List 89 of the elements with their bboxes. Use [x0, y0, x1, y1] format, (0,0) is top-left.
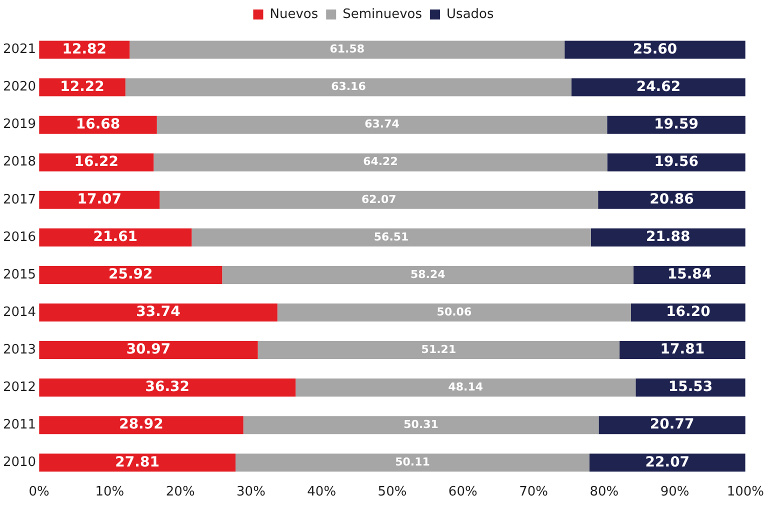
data-label: 64.22 — [363, 155, 398, 168]
data-label: 15.53 — [668, 379, 713, 396]
bar — [192, 228, 591, 246]
data-label: 21.61 — [93, 229, 138, 246]
data-label: 63.16 — [331, 80, 366, 94]
y-tick-label: 2012 — [2, 380, 36, 395]
x-tick-label: 90% — [660, 484, 690, 500]
data-label: 28.92 — [119, 416, 164, 433]
x-tick-label: 10% — [95, 484, 124, 500]
bar — [598, 416, 746, 434]
data-label: 50.31 — [404, 418, 438, 431]
x-tick-label: 30% — [236, 484, 266, 500]
bar — [564, 40, 746, 59]
bar — [154, 153, 608, 172]
x-tick-label: 80% — [590, 484, 619, 500]
y-tick-label: 2011 — [2, 417, 36, 432]
bar — [39, 303, 278, 322]
bar — [39, 228, 192, 246]
data-label: 21.88 — [646, 229, 690, 246]
y-tick-label: 2017 — [2, 192, 36, 208]
bar — [222, 266, 634, 284]
x-tick-label: 40% — [307, 484, 336, 500]
bar — [39, 266, 222, 284]
data-label: 19.59 — [654, 116, 698, 132]
x-tick-label: 50% — [378, 484, 407, 500]
data-label: 27.81 — [115, 454, 160, 470]
data-label: 16.22 — [74, 154, 119, 170]
x-tick-label: 0% — [28, 484, 50, 500]
data-label: 19.56 — [654, 154, 698, 170]
data-label: 25.60 — [632, 41, 678, 58]
y-tick-label: 2014 — [2, 304, 36, 320]
bar — [236, 454, 590, 472]
bar — [39, 341, 258, 360]
y-tick-label: 2019 — [2, 117, 36, 132]
data-label: 24.62 — [636, 78, 681, 95]
data-label: 30.97 — [126, 342, 171, 358]
data-label: 51.21 — [421, 342, 456, 356]
data-label: 36.32 — [145, 379, 190, 396]
data-label: 61.58 — [330, 42, 365, 56]
y-tick-label: 2020 — [2, 80, 36, 95]
data-label: 56.51 — [374, 230, 409, 244]
x-tick-label: 70% — [519, 484, 548, 500]
data-label: 48.14 — [448, 380, 484, 394]
data-label: 22.07 — [645, 454, 690, 470]
bar — [39, 378, 296, 397]
bar — [589, 454, 746, 472]
x-tick-label: 100% — [726, 484, 764, 500]
data-label: 15.84 — [667, 266, 712, 283]
legend-label: Nuevos — [270, 6, 318, 22]
x-tick-label: 60% — [448, 484, 478, 500]
data-label: 50.11 — [395, 455, 430, 468]
bar — [130, 40, 565, 59]
y-tick-label: 2021 — [2, 42, 36, 58]
bar — [243, 416, 599, 434]
y-tick-label: 2013 — [2, 342, 36, 358]
y-tick-label: 2018 — [2, 154, 36, 170]
x-tick-label: 20% — [166, 484, 195, 500]
data-label: 20.86 — [650, 192, 694, 208]
bar — [296, 378, 636, 397]
data-label: 63.74 — [364, 118, 400, 131]
y-tick-label: 2010 — [2, 455, 36, 470]
legend-label: Seminuevos — [342, 6, 422, 22]
bar — [277, 303, 631, 322]
data-label: 17.07 — [77, 192, 122, 208]
data-label: 20.77 — [650, 416, 694, 433]
data-label: 33.74 — [136, 304, 181, 320]
bar — [572, 78, 746, 96]
data-label: 17.81 — [660, 342, 705, 358]
bar — [590, 228, 746, 246]
bar — [598, 190, 746, 209]
y-tick-label: 2015 — [2, 267, 36, 282]
bar — [39, 416, 244, 434]
data-label: 62.07 — [361, 192, 396, 206]
bar — [620, 341, 746, 360]
data-label: 50.06 — [436, 305, 472, 318]
bar — [607, 116, 746, 134]
data-label: 58.24 — [410, 268, 446, 281]
data-label: 12.82 — [62, 41, 107, 58]
data-label: 12.22 — [60, 78, 104, 95]
bar — [258, 341, 620, 360]
y-tick-label: 2016 — [2, 230, 36, 245]
data-label: 16.68 — [76, 116, 120, 132]
legend-label: Usados — [446, 6, 494, 22]
bar — [39, 454, 236, 472]
data-label: 25.92 — [108, 266, 153, 283]
data-label: 16.20 — [666, 304, 711, 320]
bar — [125, 78, 572, 96]
bar — [160, 190, 598, 209]
bar — [156, 116, 608, 134]
